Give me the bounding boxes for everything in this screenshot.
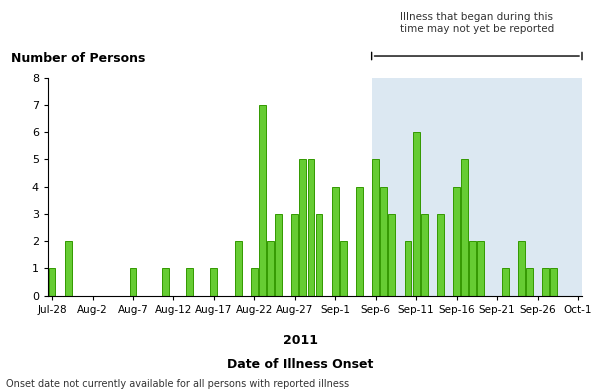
Bar	[380, 187, 387, 296]
Text: Onset date not currently available for all persons with reported illness: Onset date not currently available for a…	[6, 379, 349, 389]
Bar	[453, 187, 460, 296]
Bar	[340, 241, 347, 296]
Bar	[275, 214, 282, 296]
Bar	[65, 241, 71, 296]
Bar	[130, 268, 136, 296]
Bar	[502, 268, 509, 296]
Text: 2011: 2011	[283, 334, 317, 347]
Bar	[356, 187, 363, 296]
Bar	[518, 241, 525, 296]
Bar	[478, 241, 484, 296]
Bar	[542, 268, 549, 296]
Bar	[388, 214, 395, 296]
Bar	[235, 241, 242, 296]
Bar	[186, 268, 193, 296]
Text: Date of Illness Onset: Date of Illness Onset	[227, 357, 373, 371]
Bar	[469, 241, 476, 296]
Bar	[308, 159, 314, 296]
Bar	[49, 268, 55, 296]
Bar	[421, 214, 428, 296]
Bar	[404, 241, 412, 296]
Bar	[316, 214, 322, 296]
Bar	[267, 241, 274, 296]
Bar	[332, 187, 338, 296]
Bar	[259, 105, 266, 296]
Bar	[292, 214, 298, 296]
Bar	[251, 268, 258, 296]
Bar	[550, 268, 557, 296]
Bar	[162, 268, 169, 296]
Bar	[299, 159, 307, 296]
Bar	[371, 78, 582, 296]
Bar	[461, 159, 468, 296]
Bar	[583, 268, 589, 296]
Bar	[211, 268, 217, 296]
Bar	[372, 159, 379, 296]
Bar	[413, 132, 419, 296]
Text: Illness that began during this
time may not yet be reported: Illness that began during this time may …	[400, 12, 554, 34]
Bar	[437, 214, 444, 296]
Bar	[526, 268, 533, 296]
Text: Number of Persons: Number of Persons	[11, 52, 145, 65]
